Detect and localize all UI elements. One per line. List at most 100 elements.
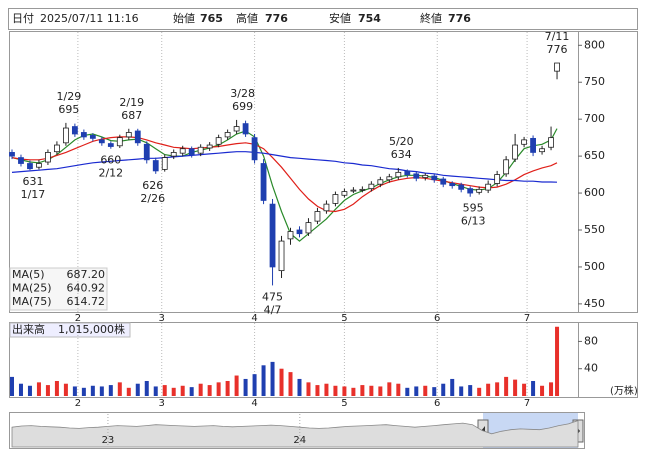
volume-bar — [540, 385, 545, 396]
volume-bar — [126, 387, 131, 396]
candle-body — [125, 132, 132, 138]
volume-bar — [99, 386, 104, 396]
volume-bar — [216, 382, 221, 396]
candle-body — [197, 146, 204, 154]
candle-body — [170, 152, 177, 157]
header-value: 754 — [358, 12, 381, 25]
volume-bar — [450, 378, 455, 396]
candle-body — [449, 183, 456, 187]
legend-name: MA(75) — [12, 295, 52, 308]
candle-body — [431, 175, 438, 181]
volume-bar — [522, 383, 527, 396]
annotation-date: 6/13 — [461, 215, 486, 228]
y-tick-label: 750 — [584, 75, 605, 88]
volume-bar — [351, 387, 356, 396]
candle-body — [422, 174, 429, 178]
x-tick-label: 4 — [251, 313, 257, 324]
volume-bar — [468, 385, 473, 396]
volume-header-box — [9, 322, 131, 338]
candle-body — [377, 179, 384, 185]
candle-body — [305, 222, 312, 234]
volume-bar — [225, 380, 230, 396]
volume-bar — [387, 382, 392, 396]
x-tick-label: 3 — [159, 398, 165, 409]
volume-bar — [36, 382, 41, 396]
x-tick-label: 2 — [75, 398, 81, 409]
candle-body — [386, 176, 393, 181]
volume-bar — [45, 385, 50, 396]
volume-last: 1,015,000株 — [58, 322, 125, 336]
header-label: 安値 — [329, 11, 351, 25]
candle-body — [413, 173, 420, 179]
candle-body — [18, 157, 24, 164]
volume-bar — [63, 383, 68, 396]
candle-body — [359, 188, 366, 191]
header-frame — [8, 8, 638, 30]
candle-body — [314, 211, 321, 222]
annotation-value: 626 — [142, 179, 163, 192]
volume-bar — [153, 386, 158, 396]
volume-bar — [414, 386, 419, 396]
volume-bar — [504, 376, 509, 396]
annotation-date: 2/26 — [140, 192, 165, 205]
volume-bar — [234, 375, 239, 396]
y-tick-label: 700 — [584, 112, 605, 125]
volume-bar — [342, 386, 347, 396]
y-tick-label: 500 — [584, 260, 605, 273]
candle-body — [512, 144, 519, 160]
candle-body — [116, 137, 123, 147]
annotation-value: 687 — [121, 109, 142, 122]
volume-bar — [279, 368, 284, 396]
candle-body — [161, 157, 168, 170]
annotation-date: 2/12 — [98, 167, 123, 180]
candle-body — [278, 240, 285, 272]
volume-bar — [135, 383, 140, 396]
volume-bar — [171, 387, 176, 396]
volume-bar — [531, 380, 536, 396]
legend-value: 640.92 — [67, 282, 106, 295]
candle-body — [36, 163, 42, 168]
candle-body — [224, 132, 231, 138]
annotation-value: 776 — [547, 43, 568, 56]
volume-bar — [369, 385, 374, 396]
volume-bar — [459, 386, 464, 396]
volume-bar — [117, 382, 122, 396]
volume-bar — [333, 385, 338, 396]
candle-body — [296, 229, 303, 235]
x-tick-label: 7 — [524, 398, 530, 409]
ma-line — [11, 136, 558, 213]
navigator-tick-label: 23 — [102, 435, 115, 446]
volume-unit: (万株) — [610, 384, 638, 397]
candle-body — [206, 144, 213, 149]
header-value: 2025/07/11 11:16 — [40, 12, 139, 25]
candle-body — [548, 137, 554, 148]
volume-bar — [360, 385, 365, 396]
candle-body — [467, 188, 474, 194]
annotation-date: 2/19 — [119, 96, 144, 109]
y-tick-label: 650 — [584, 149, 605, 162]
main-frame — [9, 31, 638, 313]
candle-body — [440, 178, 447, 185]
y-tick-label: 80 — [584, 334, 598, 347]
candle-body — [89, 135, 96, 139]
volume-bar — [252, 374, 257, 396]
x-tick-label: 6 — [434, 313, 440, 324]
candle-body — [54, 144, 60, 153]
x-tick-label: 5 — [341, 313, 347, 324]
y-tick-label: 450 — [584, 297, 605, 310]
volume-bar — [72, 386, 77, 396]
candle-body — [242, 123, 249, 135]
candle-body — [143, 143, 150, 161]
candle-body — [215, 137, 222, 145]
volume-bar — [432, 387, 437, 396]
volume-bar — [90, 385, 95, 396]
y-tick-label: 550 — [584, 223, 605, 236]
volume-bar — [270, 361, 275, 396]
candle-body — [80, 132, 87, 138]
header-value: 776 — [448, 12, 471, 25]
header-label: 高値 — [236, 11, 258, 25]
annotation-date: 7/11 — [545, 30, 570, 43]
annotation-date: 1/17 — [21, 188, 46, 201]
navigator-tick-label: 24 — [293, 435, 306, 446]
